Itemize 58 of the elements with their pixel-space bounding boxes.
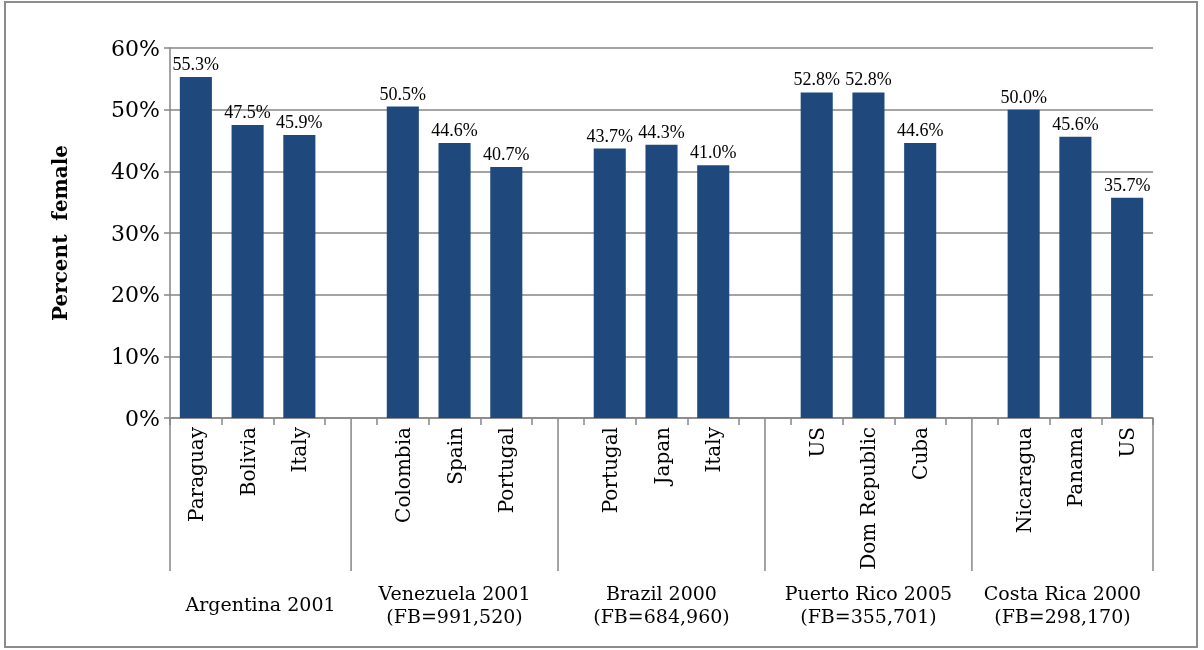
bar xyxy=(697,165,730,418)
bar xyxy=(645,144,678,418)
data-label: 52.8% xyxy=(845,69,892,90)
y-tick-label: 20% xyxy=(111,282,160,308)
text: Costa Rica 2000 (FB=298,170) xyxy=(983,581,1142,627)
data-label: 35.7% xyxy=(1103,174,1151,195)
y-tick-label: 50% xyxy=(111,97,160,123)
bar xyxy=(231,125,264,418)
x-tick-label: US xyxy=(1115,427,1140,458)
x-tick-label: Spain xyxy=(442,426,467,485)
x-tick-label: Paraguay xyxy=(183,426,208,522)
bar xyxy=(179,76,212,418)
bar xyxy=(1007,109,1040,418)
x-tick-label: Italy xyxy=(287,426,312,473)
bar xyxy=(904,142,937,418)
data-label: 44.6% xyxy=(431,119,478,140)
data-label: 45.6% xyxy=(1052,113,1099,134)
bar xyxy=(852,92,885,418)
data-label: 50.5% xyxy=(379,83,427,104)
text: Puerto Rico 2005 (FB=355,701) xyxy=(784,581,953,627)
y-axis-title: Percent female xyxy=(48,144,72,322)
text: Brazil 2000 (FB=684,960) xyxy=(593,581,730,627)
bar xyxy=(1059,136,1092,418)
text: Venezuela 2001 (FB=991,520) xyxy=(377,581,531,627)
data-label: 43.7% xyxy=(586,125,634,146)
x-tick-label: Panama xyxy=(1063,426,1088,508)
y-tick-label: 40% xyxy=(111,158,160,184)
y-tick-label: 60% xyxy=(111,35,160,61)
data-label: 55.3% xyxy=(172,53,220,74)
x-tick-label: Nicaragua xyxy=(1011,426,1036,534)
data-label: 45.9% xyxy=(276,111,323,132)
bar xyxy=(490,167,523,418)
y-tick-label: 10% xyxy=(111,343,160,369)
data-label: 40.7% xyxy=(483,144,530,165)
data-label: 44.3% xyxy=(638,121,685,142)
x-tick-label: Portugal xyxy=(494,427,519,514)
bar xyxy=(438,142,471,418)
x-tick-label: Italy xyxy=(701,426,726,473)
x-tick-label: US xyxy=(804,427,829,458)
bar xyxy=(800,92,833,418)
x-tick-label: Dom Republic xyxy=(856,427,881,570)
bar xyxy=(1111,197,1144,418)
y-tick-label: 0% xyxy=(125,405,160,431)
x-tick-label: Japan xyxy=(649,426,674,487)
y-tick-label: 30% xyxy=(111,220,160,246)
data-label: 50.0% xyxy=(1000,86,1047,107)
text: Argentina 2001 xyxy=(184,593,336,615)
x-tick-label: Cuba xyxy=(908,426,933,480)
data-label: 47.5% xyxy=(224,102,271,123)
bar xyxy=(386,106,419,418)
bar xyxy=(593,148,626,418)
bar xyxy=(283,134,316,418)
x-tick-label: Bolivia xyxy=(235,426,260,497)
x-tick-label: Portugal xyxy=(597,427,622,514)
data-label: 44.6% xyxy=(896,119,944,140)
data-label: 41.0% xyxy=(689,142,737,163)
data-label: 52.8% xyxy=(793,69,840,90)
x-tick-label: Colombia xyxy=(390,426,415,523)
